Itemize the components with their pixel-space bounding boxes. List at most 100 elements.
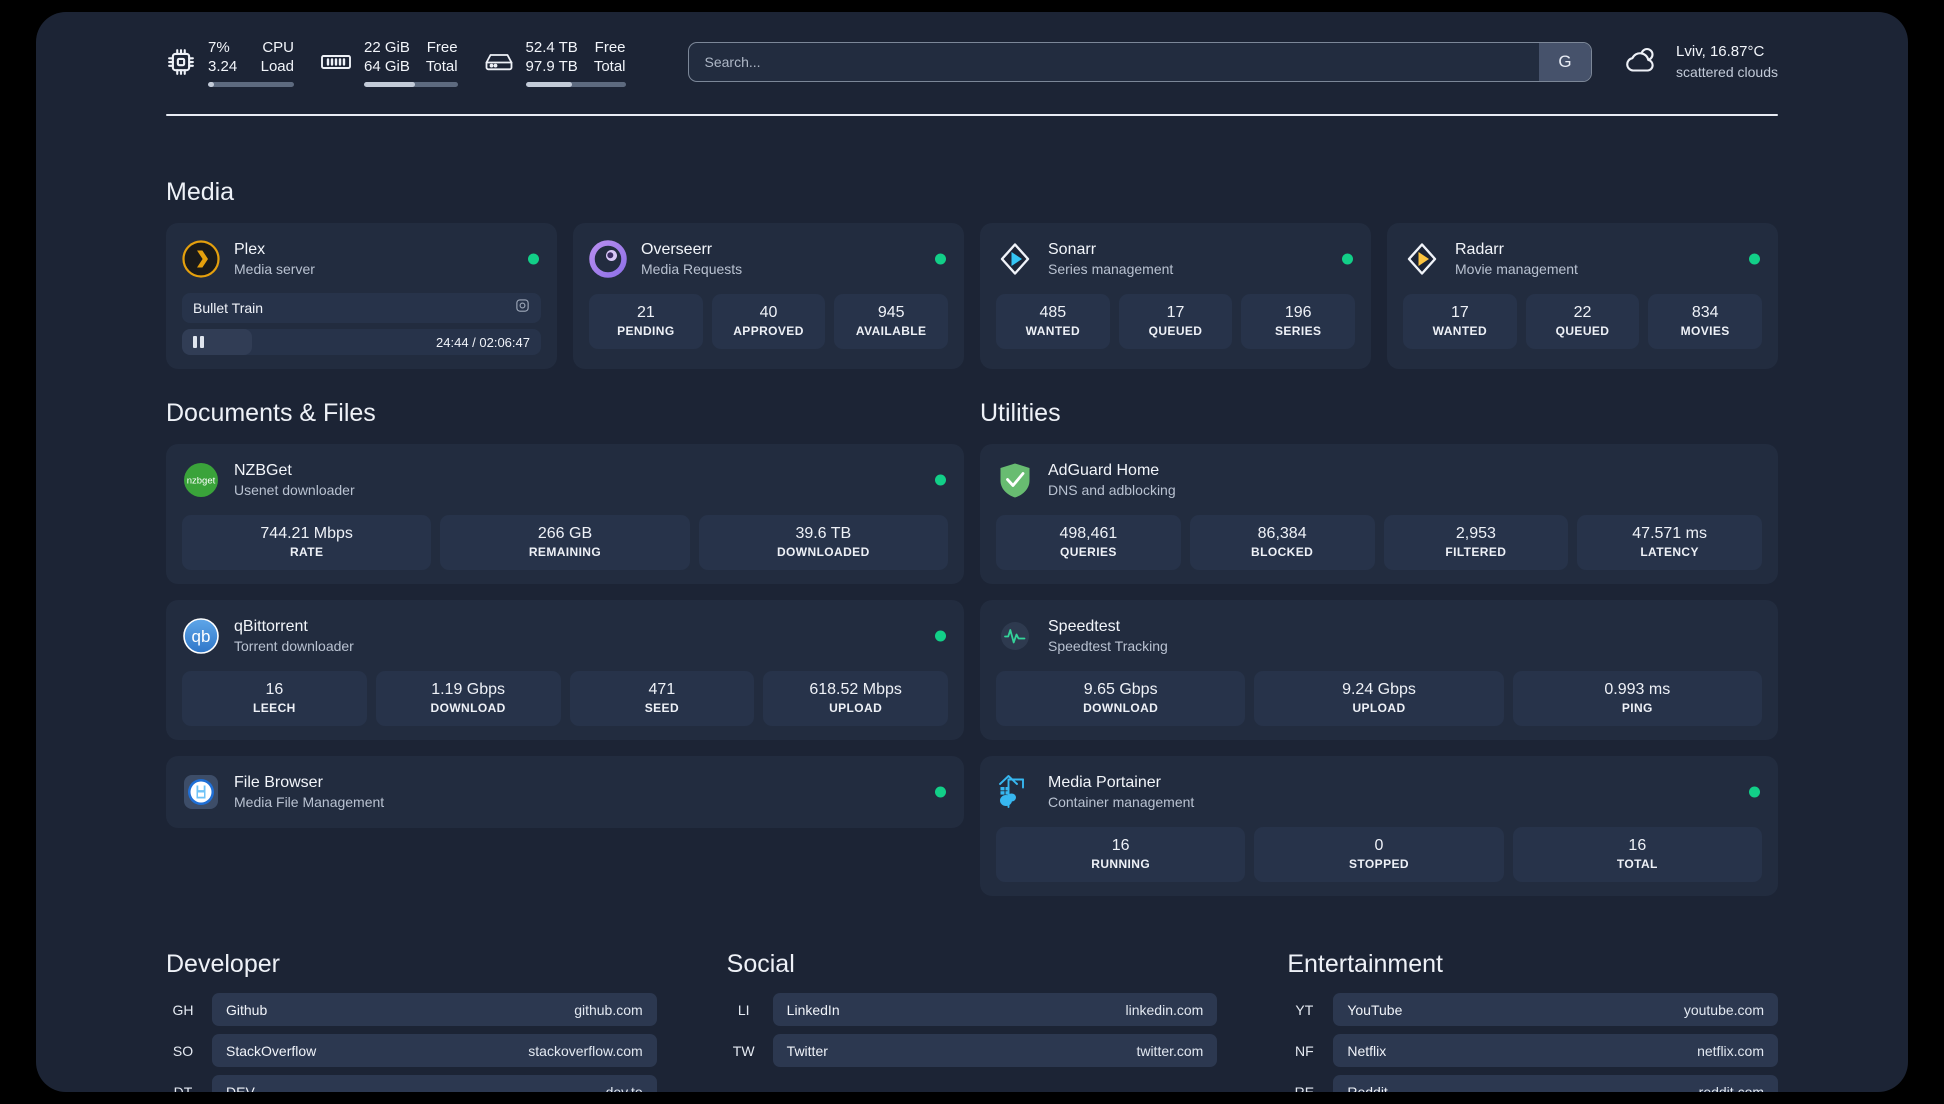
stat-tile-label: RUNNING: [1091, 857, 1151, 871]
bookmark-abbreviation: RE: [1294, 1083, 1315, 1093]
bookmark-item[interactable]: LI LinkedIn linkedin.com: [727, 993, 1218, 1026]
card-subtitle: Speedtest Tracking: [1048, 638, 1168, 654]
bookmark-group-title: Social: [726, 950, 795, 978]
stat-tile-label: MOVIES: [1680, 324, 1730, 338]
bookmark-item[interactable]: GH Github github.com: [166, 993, 657, 1026]
bookmark-item[interactable]: RE Reddit reddit.com: [1287, 1075, 1779, 1093]
stat-tile-value: 471: [648, 681, 676, 698]
bookmark-item[interactable]: NF Netflix netflix.com: [1287, 1034, 1779, 1067]
stat-tile-label: UPLOAD: [829, 701, 883, 715]
bookmark-group-title: Entertainment: [1287, 950, 1443, 978]
service-card-nzbget[interactable]: nzbget NZBGet Usenet downloader 744.21 Mbps…: [166, 444, 964, 584]
card-title: Radarr: [1455, 241, 1504, 258]
bookmark-name: Netflix: [1347, 1042, 1387, 1059]
filebrowser-logo-icon: [182, 773, 220, 811]
stat-tile-download: 9.65 Gbps DOWNLOAD: [996, 671, 1246, 726]
service-card-overseerr[interactable]: Overseerr Media Requests 21 PENDING 40 APPROV…: [573, 223, 964, 369]
card-stats-row: 17 WANTED 22 QUEUED 834 MOVIES: [1403, 294, 1763, 349]
stat-tile-rate: 744.21 Mbps RATE: [182, 515, 432, 570]
stat-tile-queued: 17 QUEUED: [1118, 294, 1233, 349]
top-bar: 7% 3.24 CPU Load 22 GiB 64 GiB Free Total 52.4 T…: [166, 12, 1778, 100]
card-title: File Browser: [234, 774, 323, 791]
bookmark-group-title: Developer: [166, 950, 280, 978]
bookmark-name: YouTube: [1347, 1001, 1403, 1018]
documents-card-stack: nzbget NZBGet Usenet downloader 744.21 Mbps…: [166, 444, 964, 828]
bookmark-link[interactable]: Netflix netflix.com: [1333, 1034, 1779, 1067]
card-header: Overseerr Media Requests: [589, 237, 948, 281]
service-card-adguard-home[interactable]: AdGuard Home DNS and adblocking 498,461 QUE…: [980, 444, 1778, 584]
bookmark-link[interactable]: Twitter twitter.com: [772, 1034, 1218, 1067]
stat-value-bottom: 3.24: [208, 57, 238, 75]
stat-tile-running: 16 RUNNING: [996, 827, 1246, 882]
service-card-speedtest[interactable]: Speedtest Speedtest Tracking 9.65 Gbps DOWN…: [980, 600, 1778, 740]
section-title-media: Media: [166, 178, 235, 206]
status-badge: [935, 474, 946, 486]
bookmark-link[interactable]: Github github.com: [212, 993, 657, 1026]
bookmark-url: twitter.com: [1136, 1042, 1204, 1059]
stat-tile-label: TOTAL: [1616, 857, 1658, 871]
bookmark-link[interactable]: DEV dev.to: [212, 1075, 657, 1092]
bookmark-name: LinkedIn: [786, 1001, 840, 1018]
adguard-shield-icon: [996, 461, 1034, 499]
playback-progress[interactable]: 24:44 / 02:06:47: [182, 329, 541, 355]
utilities-card-stack: AdGuard Home DNS and adblocking 498,461 QUE…: [980, 444, 1778, 896]
bookmark-link[interactable]: StackOverflow stackoverflow.com: [212, 1034, 657, 1067]
stat-tile-label: AVAILABLE: [855, 324, 927, 338]
service-card-plex[interactable]: Plex Media server Bullet Train 24:44 / 02:0…: [166, 223, 557, 369]
stat-tile-stopped: 0 STOPPED: [1254, 827, 1504, 882]
weather-condition: scattered clouds: [1676, 64, 1778, 80]
stat-progress-bar: [364, 81, 458, 87]
bookmark-item[interactable]: TW Twitter twitter.com: [727, 1034, 1218, 1067]
bookmark-link[interactable]: LinkedIn linkedin.com: [772, 993, 1218, 1026]
card-header: Media Portainer Container management: [996, 770, 1762, 814]
search-bar[interactable]: G: [687, 42, 1593, 82]
weather-location-temp: Lviv, 16.87°C: [1676, 43, 1765, 60]
bookmark-group-developer: Developer GH Github github.com SO StackOverfl…: [166, 950, 657, 1092]
stat-tile-label: DOWNLOAD: [1083, 701, 1159, 715]
service-card-radarr[interactable]: Radarr Movie management 17 WANTED 22 QUEUED 83…: [1387, 223, 1778, 369]
stat-tile-label: WANTED: [1432, 324, 1488, 338]
bookmark-item[interactable]: YT YouTube youtube.com: [1287, 993, 1779, 1026]
cpu-chip-icon: [166, 47, 196, 77]
stat-tile-value: 266 GB: [537, 525, 593, 542]
bookmark-item[interactable]: DT DEV dev.to: [166, 1075, 657, 1092]
bookmark-abbreviation: YT: [1295, 1001, 1314, 1018]
stat-tile-label: QUEUED: [1148, 324, 1203, 338]
pause-icon[interactable]: [193, 336, 204, 348]
service-card-media-portainer[interactable]: Media Portainer Container management 16 RUN…: [980, 756, 1778, 896]
stat-tile-label: BLOCKED: [1251, 545, 1314, 559]
bookmark-url: netflix.com: [1697, 1042, 1765, 1059]
header-divider: [166, 114, 1778, 116]
card-subtitle: Usenet downloader: [234, 482, 355, 498]
stat-tile-label: APPROVED: [733, 324, 804, 338]
search-input[interactable]: [688, 43, 1540, 81]
service-card-file-browser[interactable]: File Browser Media File Management: [166, 756, 964, 828]
stat-tile-value: 498,461: [1059, 525, 1118, 542]
card-subtitle: Media File Management: [234, 794, 385, 810]
bookmark-url: youtube.com: [1683, 1001, 1765, 1018]
card-subtitle: DNS and adblocking: [1048, 482, 1176, 498]
card-header: Speedtest Speedtest Tracking: [996, 614, 1762, 658]
bookmark-url: linkedin.com: [1125, 1001, 1204, 1018]
stat-tile-movies: 834 MOVIES: [1648, 294, 1763, 349]
bookmark-item[interactable]: SO StackOverflow stackoverflow.com: [166, 1034, 657, 1067]
now-playing-title: Bullet Train: [193, 300, 264, 316]
bookmark-link[interactable]: YouTube youtube.com: [1333, 993, 1779, 1026]
now-playing-row: Bullet Train: [182, 293, 541, 323]
bookmarks-area: Developer GH Github github.com SO StackOverfl…: [166, 950, 1779, 1093]
qbittorrent-logo-icon: qb: [182, 617, 220, 655]
card-stats-row: 16 LEECH 1.19 Gbps DOWNLOAD 471 SEED 618.52 Mb…: [182, 671, 948, 726]
stat-tile-label: UPLOAD: [1352, 701, 1406, 715]
service-card-qbittorrent[interactable]: qb qBittorrent Torrent downloader 16 LEECH 1.…: [166, 600, 964, 740]
card-title: AdGuard Home: [1048, 462, 1160, 479]
bookmark-abbreviation: NF: [1295, 1042, 1314, 1059]
bookmark-link[interactable]: Reddit reddit.com: [1333, 1075, 1779, 1092]
service-card-sonarr[interactable]: Sonarr Series management 485 WANTED 17 QUEUED…: [980, 223, 1371, 369]
scattered-clouds-icon: [1622, 45, 1662, 80]
settings-gear-icon[interactable]: [515, 298, 530, 318]
stat-tile-approved: 40 APPROVED: [711, 294, 826, 349]
stat-tile-series: 196 SERIES: [1241, 294, 1356, 349]
stat-tile-label: SEED: [644, 701, 680, 715]
search-engine-button[interactable]: G: [1539, 43, 1592, 81]
stat-tile-value: 0: [1374, 837, 1384, 854]
